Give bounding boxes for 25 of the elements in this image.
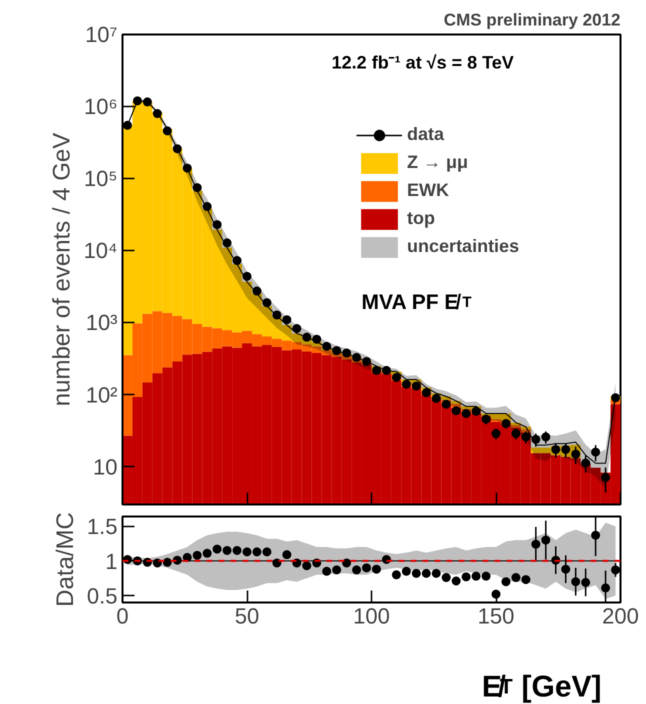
- y-tick-label: 1.5: [86, 514, 118, 540]
- legend-label: Z → μμ: [407, 152, 468, 174]
- y-tick-label: 10²: [86, 382, 118, 408]
- x-tick-label: 100: [353, 604, 390, 628]
- y-axis-title: number of events / 4 GeV: [48, 132, 76, 406]
- legend-label: uncertainties: [407, 236, 520, 258]
- x-tick-label: 150: [478, 604, 514, 628]
- x-tick-label: 50: [234, 604, 260, 628]
- y-tick-label: 10⁵: [84, 166, 118, 192]
- legend-label: data: [407, 124, 444, 146]
- x-tick-label: 0: [116, 604, 129, 628]
- annotation: MVA PF E̸T: [362, 290, 472, 314]
- x-tick-label: 200: [602, 604, 639, 628]
- y-tick-label: 10⁷: [85, 22, 118, 47]
- y-axis-title: Data/MC: [52, 512, 79, 607]
- y-tick-label: 10: [93, 454, 118, 480]
- y-tick-label: 10³: [86, 310, 118, 336]
- y-tick-label: 10⁶: [84, 94, 118, 120]
- annotation: 12.2 fb⁻¹ at √s = 8 TeV: [332, 52, 514, 73]
- chart-title: CMS preliminary 2012: [444, 10, 621, 30]
- y-tick-label: 0.5: [86, 584, 118, 609]
- y-tick-label: 10⁴: [84, 238, 118, 264]
- legend-label: EWK: [407, 180, 450, 202]
- legend-label: top: [407, 208, 436, 230]
- y-tick-label: 1: [105, 548, 118, 574]
